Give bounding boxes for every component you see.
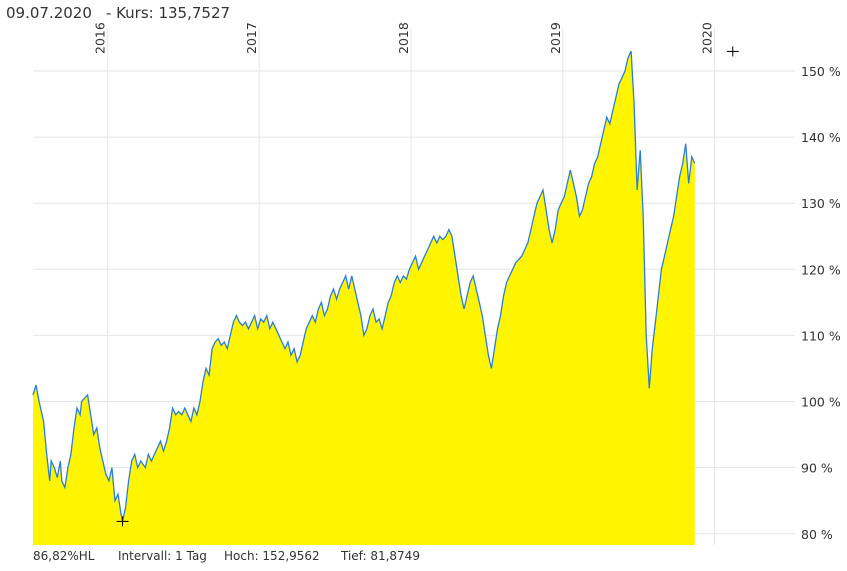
date-label: 09.07.2020 [6, 4, 92, 22]
y-tick-label: 100 % [801, 395, 841, 410]
y-tick-label: 80 % [801, 527, 833, 542]
x-tick-label: 2018 [396, 22, 411, 54]
x-tick-label: 2017 [244, 22, 259, 54]
y-axis-ticks: 80 % 90 % 100 % 110 % 120 % 130 % 140 % 150 % [801, 64, 841, 542]
x-tick-label: 2019 [548, 22, 563, 54]
high-stat: Hoch: 152,9562 [224, 549, 320, 563]
price-line [32, 50, 696, 522]
y-tick-label: 140 % [801, 130, 841, 145]
y-tick-label: 120 % [801, 262, 841, 277]
chart-header: 09.07.2020 - Kurs: 135,7527 [6, 4, 230, 22]
interval-stat: Intervall: 1 Tag [118, 549, 207, 563]
x-tick-label: 2020 [700, 22, 715, 54]
price-area [33, 51, 695, 545]
y-tick-label: 130 % [801, 196, 841, 211]
hl-stat: 86,82%HL [33, 549, 95, 563]
y-tick-label: 110 % [801, 328, 841, 343]
high-low-markers [116, 46, 739, 527]
y-tick-label: 90 % [801, 461, 833, 476]
x-tick-label: 2016 [92, 22, 107, 54]
x-axis-ticks: 2016 2017 2018 2019 2020 [92, 22, 714, 54]
price-label: - Kurs: 135,7527 [105, 4, 231, 22]
low-stat: Tief: 81,8749 [341, 549, 420, 563]
y-tick-label: 150 % [801, 64, 841, 79]
